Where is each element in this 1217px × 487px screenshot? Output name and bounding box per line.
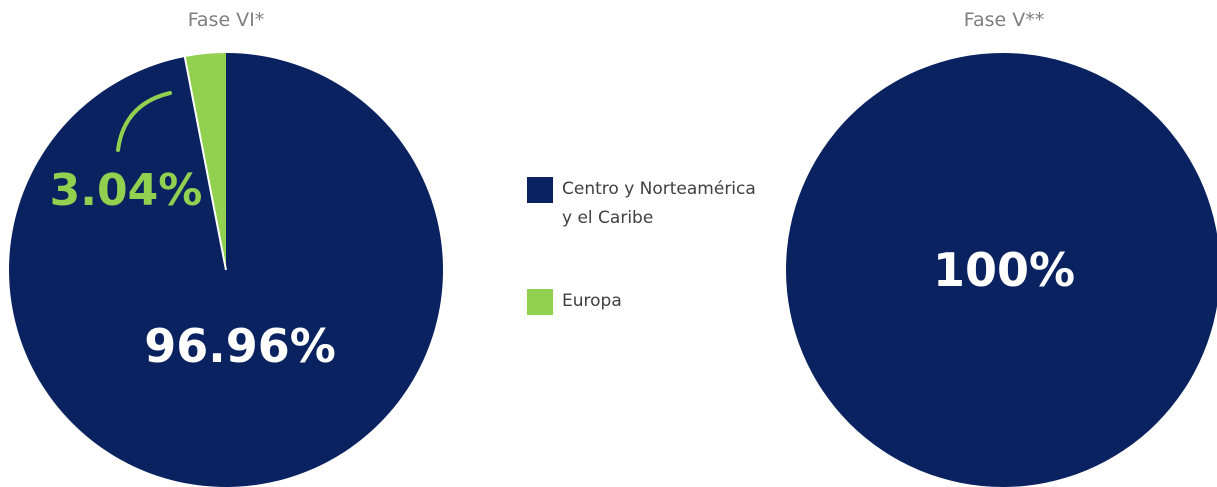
chart-title-fase-vi: Fase VI* [188, 9, 265, 31]
slice-separator [183, 56, 227, 271]
slice-label-centro: 96.96% [144, 319, 336, 373]
chart-title-fase-v: Fase V** [964, 9, 1044, 31]
slice-label-centro: 100% [933, 243, 1075, 297]
chart-fase-v: Fase V** 100% [786, 9, 1217, 487]
callout-arc [116, 91, 172, 152]
pie-slice-centro [9, 53, 444, 487]
legend-label-centro: Centro y Norteamérica y el Caribe [562, 179, 756, 228]
legend: Centro y Norteamérica y el Caribe Europa [527, 175, 757, 316]
slice-label-europa: 3.04% [50, 165, 203, 216]
legend-item-centro: Centro y Norteamérica y el Caribe [527, 175, 757, 233]
legend-label-europa: Europa [562, 291, 622, 311]
pie-slice-centro [786, 53, 1217, 487]
chart-fase-vi: Fase VI* 96.96% 3.04% [9, 9, 444, 487]
legend-item-europa: Europa [527, 287, 757, 316]
legend-swatch-centro [527, 177, 553, 203]
legend-swatch-europa [527, 289, 553, 315]
